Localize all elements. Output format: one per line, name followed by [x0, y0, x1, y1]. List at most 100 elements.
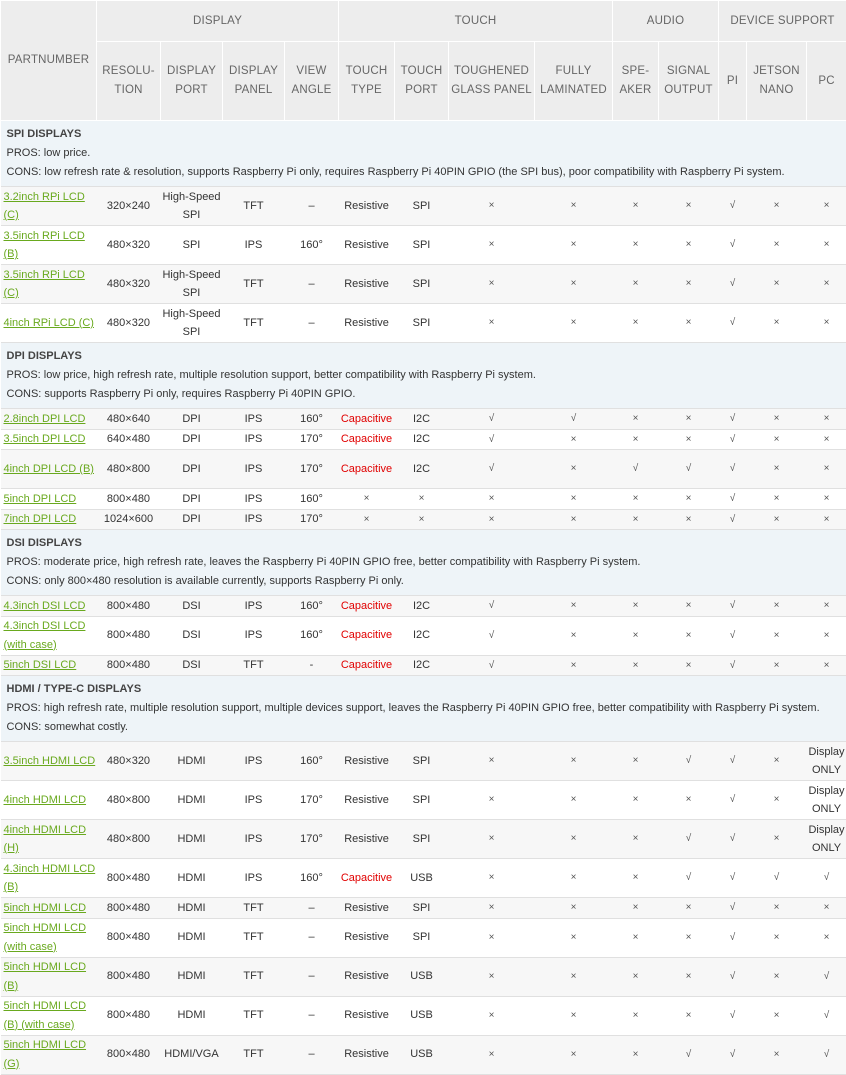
cell-jetson: ×	[747, 781, 807, 820]
partnumber-cell: 5inch HDMI LCD	[1, 898, 97, 919]
cell-display-panel: IPS	[223, 509, 285, 530]
cell-jetson: ×	[747, 187, 807, 226]
product-link[interactable]: 5inch HDMI LCD	[4, 902, 87, 914]
cell-signal-output: √	[659, 742, 719, 781]
cell-touch-port: SPI	[395, 226, 449, 265]
section-cons: CONS: low refresh rate & resolution, sup…	[7, 163, 841, 182]
cell-touch-type: Resistive	[339, 781, 395, 820]
partnumber-cell: 7inch DPI LCD	[1, 509, 97, 530]
product-link[interactable]: 4.3inch HDMI LCD (B)	[4, 863, 96, 894]
cell-laminated: ×	[535, 957, 613, 996]
product-link[interactable]: 5inch HDMI LCD (B)	[4, 961, 87, 992]
cell-signal-output: ×	[659, 187, 719, 226]
cell-touch-port: I2C	[395, 429, 449, 450]
cell-signal-output: ×	[659, 489, 719, 510]
cell-laminated: ×	[535, 820, 613, 859]
cell-resolution: 800×480	[97, 489, 161, 510]
cell-pi: √	[719, 226, 747, 265]
cell-laminated: ×	[535, 918, 613, 957]
cell-speaker: ×	[613, 596, 659, 617]
partnumber-cell: 5inch DSI LCD	[1, 655, 97, 676]
header-resolution: RESOLU-TION	[97, 42, 161, 121]
product-link[interactable]: 3.5inch HDMI LCD	[4, 755, 96, 767]
cell-laminated: ×	[535, 742, 613, 781]
cell-view-angle: 160°	[285, 489, 339, 510]
product-link[interactable]: 5inch HDMI LCD (B) (with case)	[4, 1000, 87, 1031]
cell-display-panel: IPS	[223, 409, 285, 430]
product-link[interactable]: 5inch DSI LCD	[4, 659, 77, 671]
cell-glass: √	[449, 450, 535, 489]
cell-signal-output: √	[659, 1035, 719, 1074]
header-speaker: SPE-AKER	[613, 42, 659, 121]
cell-pi: √	[719, 742, 747, 781]
cell-pc: ×	[807, 655, 846, 676]
cell-resolution: 480×800	[97, 820, 161, 859]
product-link[interactable]: 3.2inch RPi LCD (C)	[4, 191, 85, 222]
cell-jetson: ×	[747, 226, 807, 265]
product-link[interactable]: 4inch HDMI LCD (H)	[4, 824, 87, 855]
partnumber-cell: 3.5inch RPi LCD (C)	[1, 265, 97, 304]
cell-glass: ×	[449, 742, 535, 781]
cell-touch-port: I2C	[395, 655, 449, 676]
cell-display-port: HDMI	[161, 957, 223, 996]
cell-touch-type: Resistive	[339, 918, 395, 957]
product-link[interactable]: 3.5inch DPI LCD	[4, 433, 86, 445]
cell-signal-output: ×	[659, 616, 719, 655]
product-link[interactable]: 4inch RPi LCD (C)	[4, 317, 94, 329]
cell-display-panel: TFT	[223, 898, 285, 919]
product-link[interactable]: 3.5inch RPi LCD (B)	[4, 230, 85, 261]
cell-pc: ×	[807, 450, 846, 489]
cell-jetson: ×	[747, 616, 807, 655]
partnumber-cell: 3.5inch DPI LCD	[1, 429, 97, 450]
cell-pi: √	[719, 1035, 747, 1074]
cell-touch-port: I2C	[395, 409, 449, 430]
cell-pi: √	[719, 859, 747, 898]
cell-jetson: ×	[747, 429, 807, 450]
cell-jetson: ×	[747, 509, 807, 530]
product-link[interactable]: 4inch HDMI LCD	[4, 794, 87, 806]
cell-speaker: ×	[613, 996, 659, 1035]
product-link[interactable]: 5inch DPI LCD	[4, 493, 77, 505]
product-link[interactable]: 5inch HDMI LCD (with case)	[4, 922, 87, 953]
cell-touch-type: Capacitive	[339, 616, 395, 655]
cell-signal-output: ×	[659, 304, 719, 343]
product-link[interactable]: 4inch DPI LCD (B)	[4, 463, 94, 475]
product-link[interactable]: 4.3inch DSI LCD	[4, 600, 86, 612]
cell-jetson: ×	[747, 489, 807, 510]
header-group-audio: AUDIO	[613, 1, 719, 42]
header-group-touch: TOUCH	[339, 1, 613, 42]
cell-touch-port: ×	[395, 489, 449, 510]
cell-resolution: 800×480	[97, 996, 161, 1035]
product-link[interactable]: 2.8inch DPI LCD	[4, 413, 86, 425]
cell-touch-type: Capacitive	[339, 429, 395, 450]
section-cons: CONS: only 800×480 resolution is availab…	[7, 572, 841, 591]
product-link[interactable]: 7inch DPI LCD	[4, 513, 77, 525]
cell-signal-output: ×	[659, 655, 719, 676]
cell-pc: √	[807, 957, 846, 996]
cell-speaker: ×	[613, 187, 659, 226]
cell-pc: ×	[807, 596, 846, 617]
partnumber-cell: 5inch DPI LCD	[1, 489, 97, 510]
cell-display-port: High-Speed SPI	[161, 265, 223, 304]
cell-signal-output: √	[659, 450, 719, 489]
product-link[interactable]: 5inch HDMI LCD (G)	[4, 1039, 87, 1070]
cell-pi: √	[719, 489, 747, 510]
cell-resolution: 640×480	[97, 429, 161, 450]
cell-speaker: ×	[613, 226, 659, 265]
product-link[interactable]: 4.3inch DSI LCD (with case)	[4, 620, 86, 651]
cell-display-port: High-Speed SPI	[161, 187, 223, 226]
cell-view-angle: –	[285, 304, 339, 343]
product-link[interactable]: 3.5inch RPi LCD (C)	[4, 269, 85, 300]
cell-display-port: HDMI	[161, 781, 223, 820]
section-cons: CONS: somewhat costly.	[7, 718, 841, 737]
